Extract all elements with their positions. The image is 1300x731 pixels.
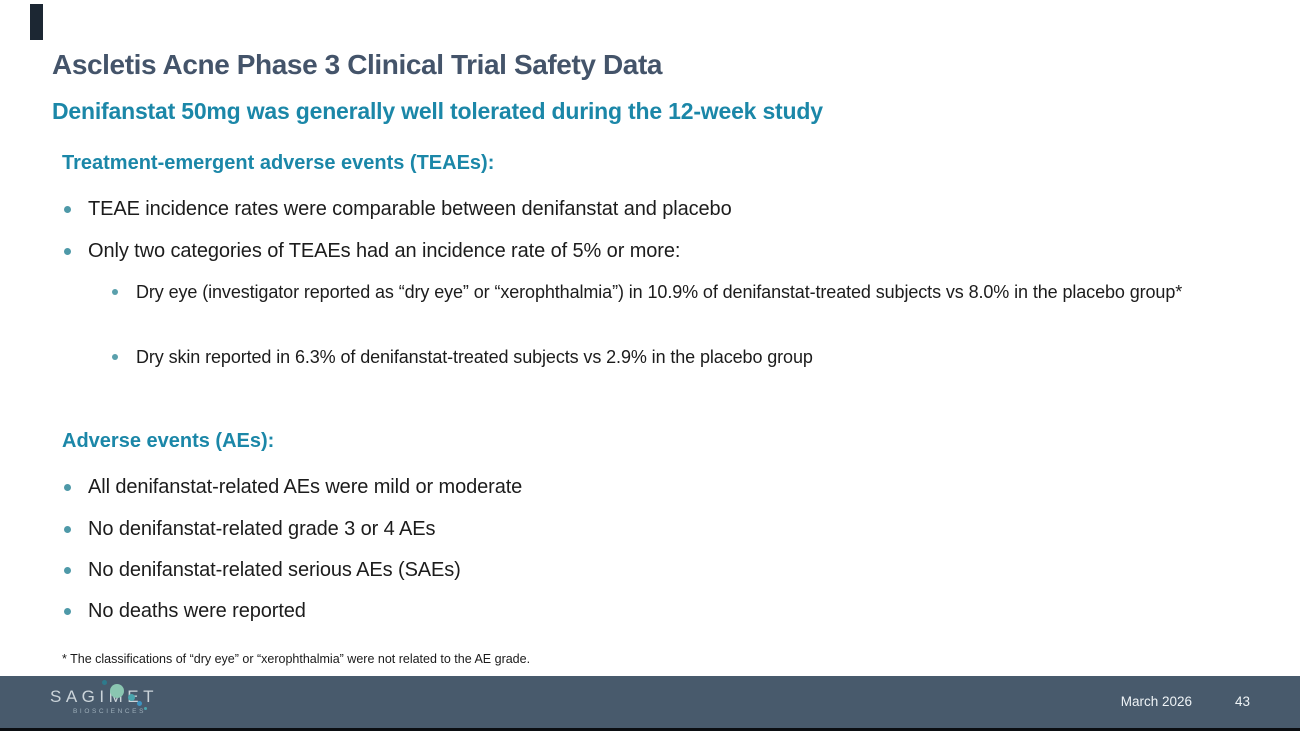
bullet-dot-icon [64, 526, 71, 533]
bullet-dot-icon [64, 608, 71, 615]
subbullet-dry-skin: Dry skin reported in 6.3% of denifanstat… [112, 344, 813, 370]
logo-dot-icon [110, 684, 124, 698]
bullet-dot-icon [112, 354, 118, 360]
logo-dot-icon [144, 707, 147, 710]
logo-dot-icon [102, 680, 107, 685]
logo-dot-icon [128, 694, 135, 701]
bullet-teae-incidence: TEAE incidence rates were comparable bet… [64, 197, 732, 221]
bullet-dot-icon [64, 206, 71, 213]
bullet-text: All denifanstat-related AEs were mild or… [88, 476, 523, 498]
bullet-text: No denifanstat-related grade 3 or 4 AEs [88, 518, 436, 540]
footer-date: March 2026 [1120, 694, 1192, 709]
bullet-dot-icon [64, 248, 71, 255]
logo-wordmark: SAGIMET [50, 687, 159, 706]
bullet-ae-grade: No denifanstat-related grade 3 or 4 AEs [64, 517, 436, 541]
subbullet-text: Dry eye (investigator reported as “dry e… [136, 282, 1183, 302]
section-heading-teaes: Treatment-emergent adverse events (TEAEs… [62, 152, 495, 174]
logo-tagline: BIOSCIENCES [73, 708, 147, 715]
logo-dot-icon [137, 701, 142, 706]
sagimet-logo: SAGIMET BIOSCIENCES [50, 687, 159, 716]
left-edge-mark [30, 4, 43, 40]
subbullet-dry-eye: Dry eye (investigator reported as “dry e… [112, 279, 1182, 305]
bullet-text: No denifanstat-related serious AEs (SAEs… [88, 559, 461, 581]
bullet-ae-serious: No denifanstat-related serious AEs (SAEs… [64, 558, 461, 582]
bullet-text: No deaths were reported [88, 600, 306, 622]
footnote: * The classifications of “dry eye” or “x… [62, 652, 531, 666]
bullet-teae-categories: Only two categories of TEAEs had an inci… [64, 239, 680, 263]
bullet-ae-mild-moderate: All denifanstat-related AEs were mild or… [64, 475, 522, 499]
bottom-edge-strip [0, 728, 1300, 731]
bullet-dot-icon [64, 484, 71, 491]
subbullet-text: Dry skin reported in 6.3% of denifanstat… [136, 347, 813, 367]
bullet-text: TEAE incidence rates were comparable bet… [88, 198, 732, 220]
slide-title: Ascletis Acne Phase 3 Clinical Trial Saf… [52, 49, 663, 80]
section-heading-aes: Adverse events (AEs): [62, 430, 275, 452]
slide-subtitle: Denifanstat 50mg was generally well tole… [52, 98, 823, 124]
bullet-text: Only two categories of TEAEs had an inci… [88, 240, 681, 262]
bullet-dot-icon [112, 289, 118, 295]
bullet-dot-icon [64, 567, 71, 574]
footer-bar: SAGIMET BIOSCIENCES March 2026 43 [0, 676, 1300, 728]
bullet-ae-deaths: No deaths were reported [64, 599, 306, 623]
footer-page-number: 43 [1234, 694, 1250, 709]
